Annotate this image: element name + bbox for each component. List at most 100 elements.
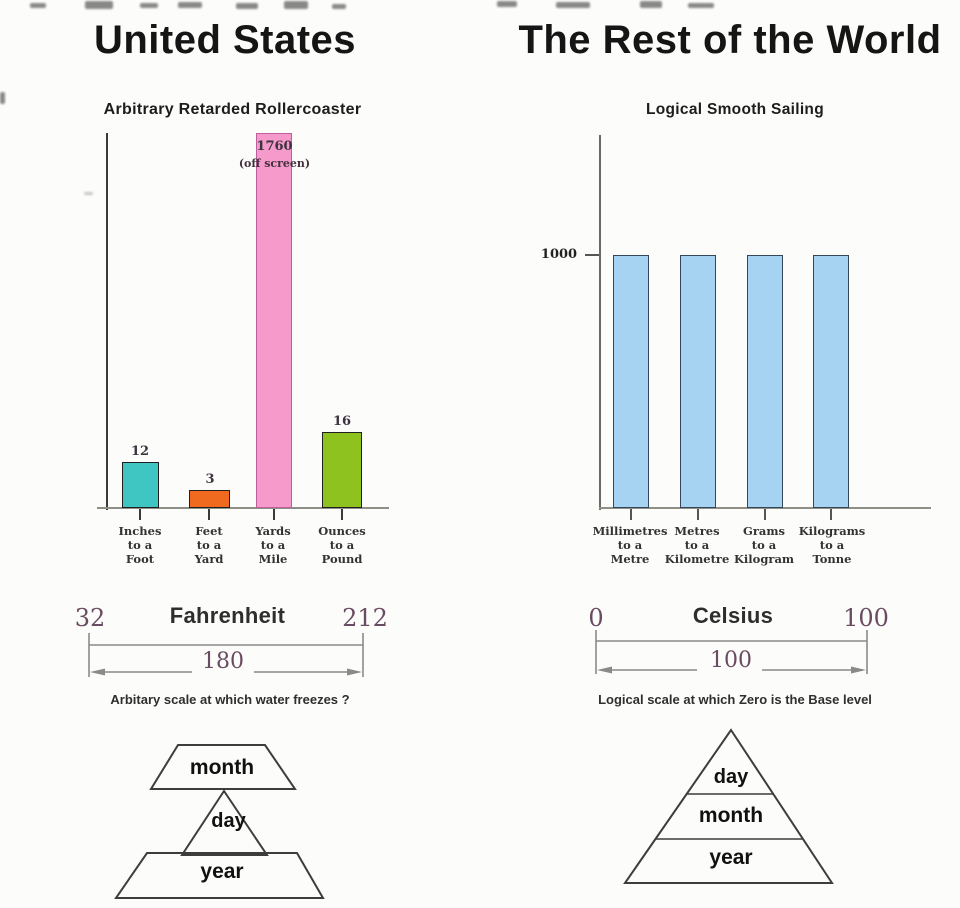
x-tick	[697, 509, 699, 520]
cat-label-grams-to-kilogram: Grams to a Kilogram	[717, 524, 811, 566]
right-chart-y-axis	[599, 135, 601, 510]
left-column-title: United States	[93, 18, 357, 62]
celsius-dimension-lines	[595, 630, 868, 674]
arrowhead-right	[347, 668, 362, 676]
artifact-smudge	[640, 1, 662, 8]
celsius-title: Celsius	[692, 603, 774, 628]
cat-label-yards-to-mile: Yards to a Mile	[233, 524, 313, 566]
cat-line: to a	[196, 538, 222, 552]
celsius-min-value: 0	[588, 604, 604, 632]
artifact-smudge	[140, 3, 158, 8]
pyramid-outline	[623, 728, 834, 884]
artifact-smudge	[84, 192, 93, 195]
artifact-smudge	[688, 3, 714, 8]
cat-line: to a	[684, 538, 710, 552]
cat-line: Kilometre	[664, 552, 730, 566]
left-chart-x-axis	[97, 507, 389, 509]
cat-line: Tonne	[812, 552, 852, 566]
arrowhead-left	[90, 668, 105, 676]
bar-grams-to-kilogram	[747, 255, 783, 508]
left-chart-title: Arbitrary Retarded Rollercoaster	[103, 101, 362, 118]
right-pyramid-label-month: month	[698, 804, 764, 827]
bar-value-3: 3	[205, 472, 215, 487]
bar-inches-to-foot	[122, 462, 159, 508]
jumbled-pyramid-shapes	[114, 744, 325, 899]
year-trapezoid	[114, 852, 325, 899]
artifact-smudge	[178, 2, 202, 8]
cat-label-metres-to-kilometre: Metres to a Kilometre	[650, 524, 744, 566]
arrowhead-right	[851, 666, 866, 674]
celsius-max-value: 100	[843, 604, 889, 632]
cat-label-inches-to-foot: Inches to a Foot	[100, 524, 180, 566]
right-pyramid-label-year: year	[709, 846, 753, 869]
cat-line: Metre	[610, 552, 650, 566]
cat-line: to a	[260, 538, 286, 552]
cat-line: Metres	[674, 524, 720, 538]
cat-line: to a	[127, 538, 153, 552]
cat-line: Grams	[743, 524, 785, 538]
bar-value-16: 16	[332, 414, 352, 429]
cat-line: Feet	[195, 524, 223, 538]
cat-line: Mile	[258, 552, 288, 566]
right-chart-title: Logical Smooth Sailing	[646, 101, 824, 118]
y-tick-label-1000: 1000	[540, 247, 578, 262]
fahrenheit-caption: Arbitary scale at which water freezes ?	[110, 692, 350, 707]
x-tick	[630, 509, 632, 520]
cat-label-feet-to-yard: Feet to a Yard	[169, 524, 249, 566]
left-pyramid-label-month: month	[189, 756, 255, 779]
cat-line: to a	[751, 538, 777, 552]
celsius-range-value: 100	[700, 648, 762, 673]
cat-line: to a	[819, 538, 845, 552]
artifact-smudge	[284, 1, 308, 9]
left-pyramid-label-day: day	[211, 810, 246, 832]
cat-line: Yard	[194, 552, 224, 566]
bar-note-off-screen: (off screen)	[238, 157, 311, 170]
artifact-smudge	[332, 4, 346, 9]
bar-yards-to-mile	[256, 133, 292, 508]
cat-line: Inches	[118, 524, 162, 538]
fahrenheit-min-value: 32	[74, 604, 106, 632]
fahrenheit-max-value: 212	[342, 604, 388, 632]
celsius-caption: Logical scale at which Zero is the Base …	[598, 692, 872, 707]
artifact-smudge	[0, 92, 5, 104]
artifact-smudge	[85, 1, 113, 9]
bar-millimetres-to-metre	[613, 255, 649, 508]
bar-ounces-to-pound	[322, 432, 362, 508]
x-tick	[830, 509, 832, 520]
cat-label-ounces-to-pound: Ounces to a Pound	[302, 524, 382, 566]
cat-line: Kilograms	[798, 524, 866, 538]
bar-value-1760: 1760	[256, 139, 293, 154]
x-tick	[341, 509, 343, 520]
bar-feet-to-yard	[189, 490, 230, 508]
x-tick	[208, 509, 210, 520]
fahrenheit-title: Fahrenheit	[169, 603, 286, 628]
artifact-smudge	[30, 3, 46, 8]
x-tick	[139, 509, 141, 520]
arrowhead-left	[597, 666, 612, 674]
artifact-smudge	[497, 1, 517, 7]
cat-line: Pound	[321, 552, 363, 566]
left-chart-y-axis	[106, 133, 108, 510]
right-pyramid-label-day: day	[713, 766, 749, 788]
bar-metres-to-kilometre	[680, 255, 716, 508]
cat-label-millimetres-to-metre: Millimetres to a Metre	[583, 524, 677, 566]
cat-line: Ounces	[318, 524, 366, 538]
right-column-title: The Rest of the World	[518, 18, 942, 62]
cat-line: Millimetres	[592, 524, 668, 538]
cat-label-kilograms-to-tonne: Kilograms to a Tonne	[785, 524, 879, 566]
x-tick	[764, 509, 766, 520]
bar-kilograms-to-tonne	[813, 255, 849, 508]
right-chart-x-axis	[599, 507, 931, 509]
month-trapezoid	[149, 744, 297, 790]
cat-line: Foot	[125, 552, 155, 566]
bar-value-12: 12	[130, 444, 150, 459]
cat-line: Yards	[255, 524, 291, 538]
logical-pyramid-shapes	[623, 728, 834, 884]
x-tick	[273, 509, 275, 520]
day-triangle	[180, 789, 269, 856]
cat-line: to a	[617, 538, 643, 552]
artifact-smudge	[556, 2, 590, 8]
left-pyramid-label-year: year	[200, 860, 244, 883]
fahrenheit-dimension-lines	[88, 633, 364, 677]
